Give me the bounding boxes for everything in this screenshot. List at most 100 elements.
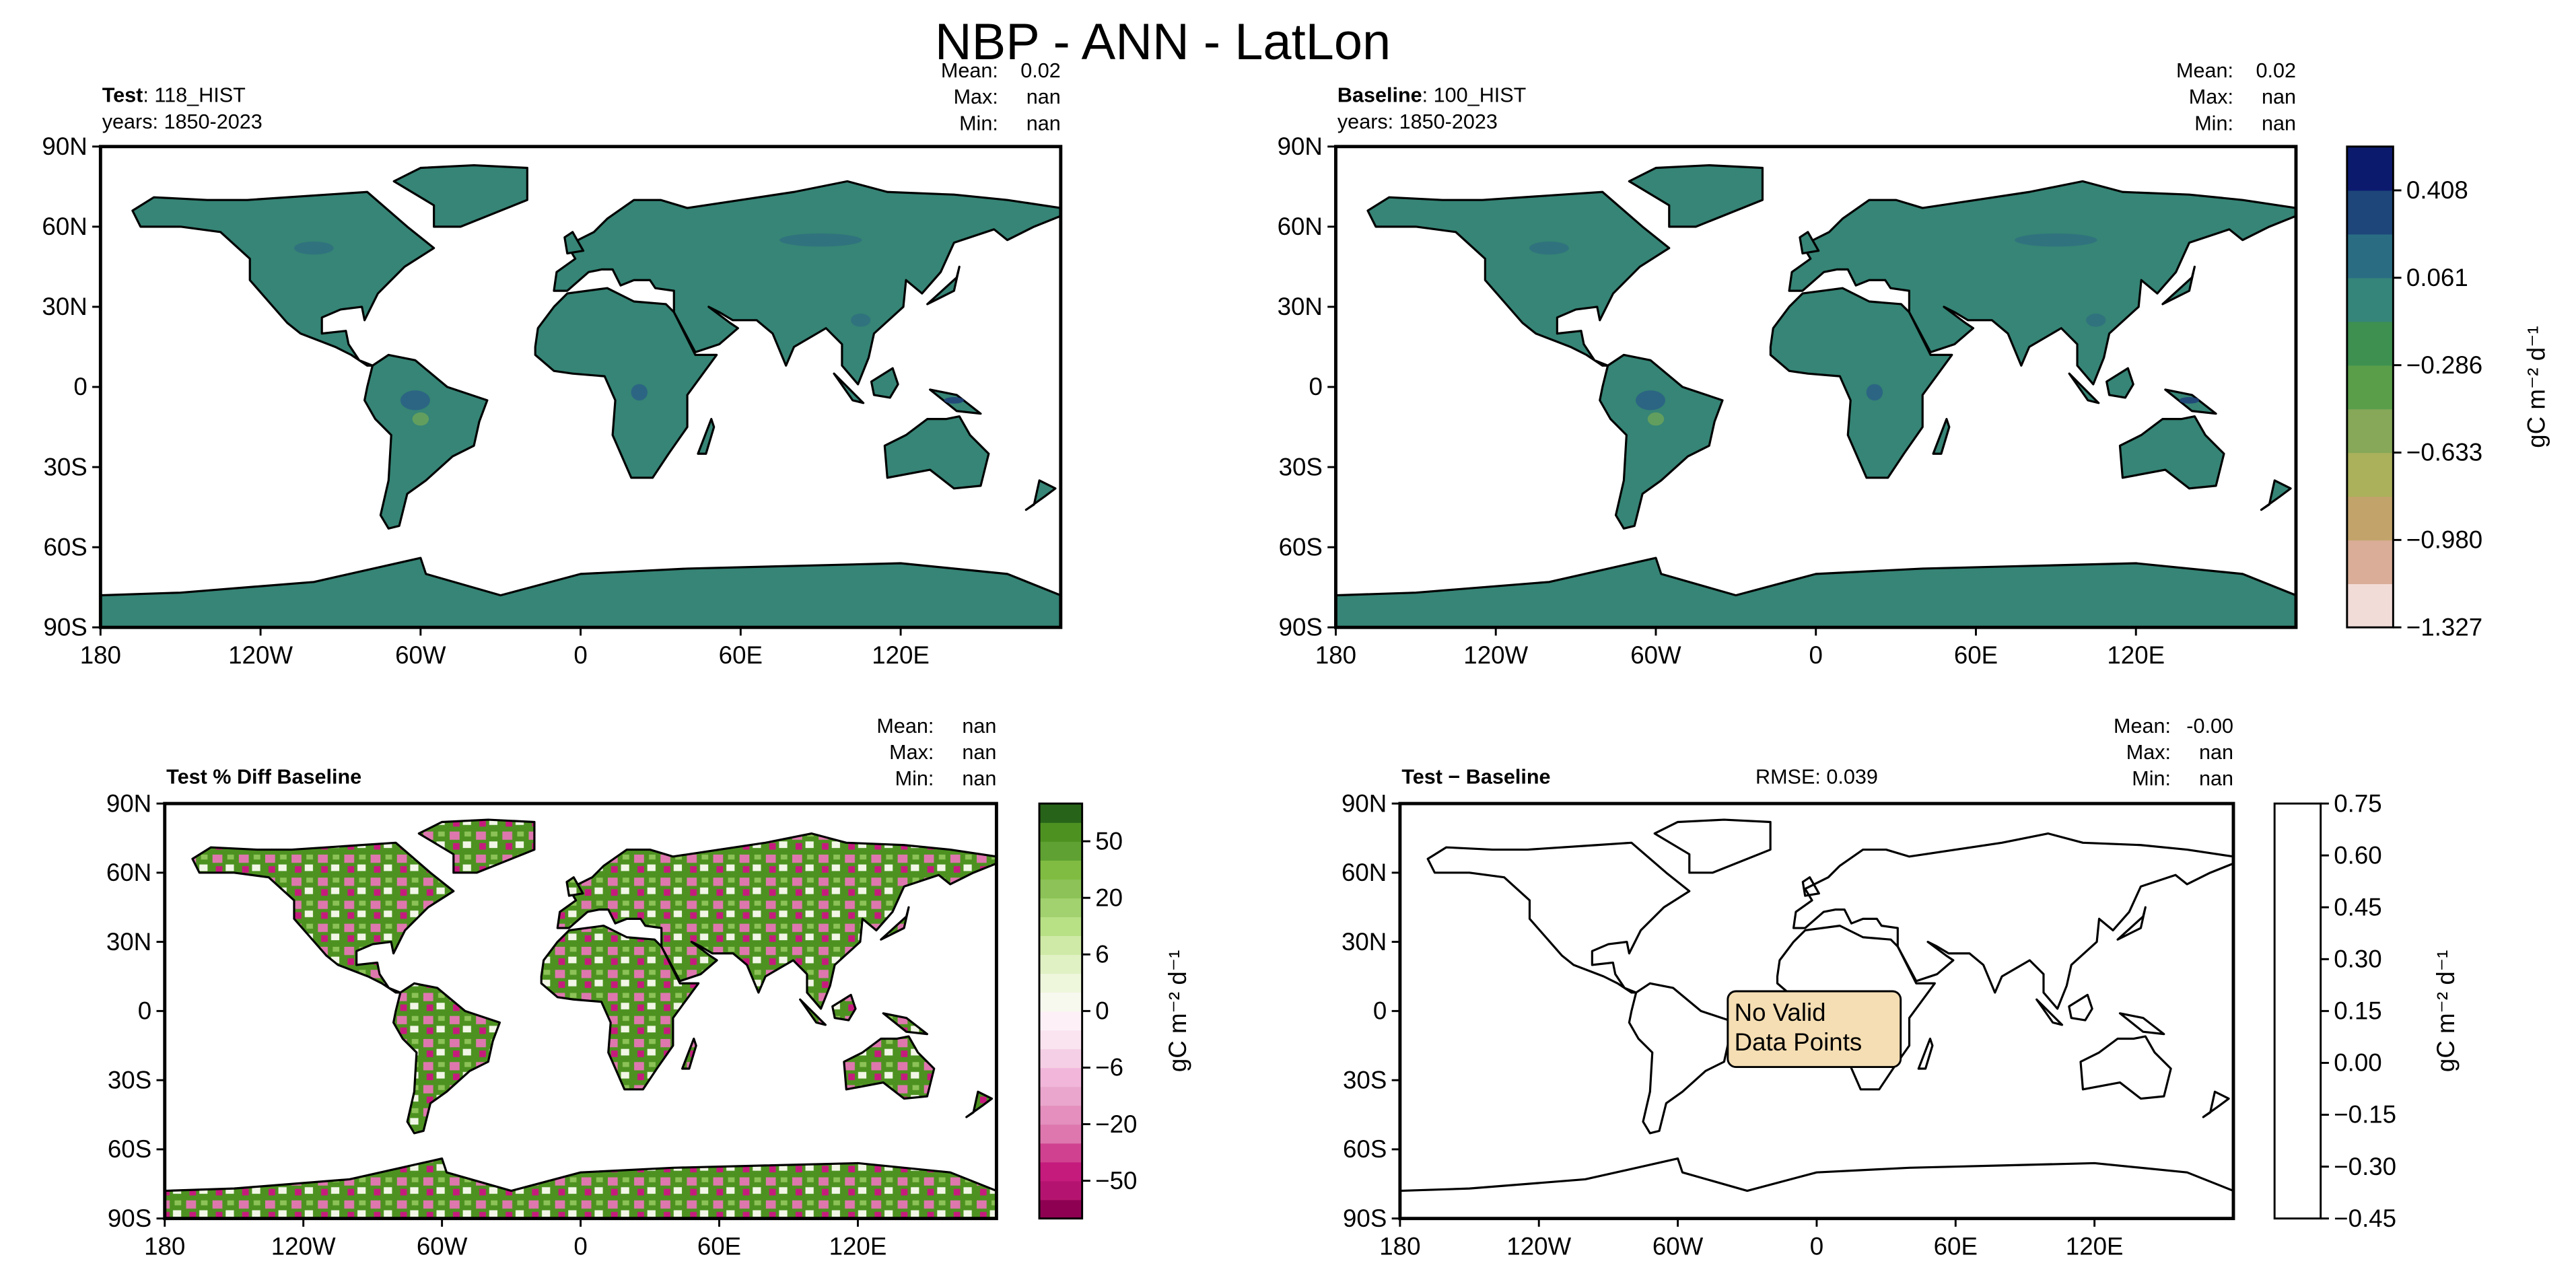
run-name: : 118_HIST xyxy=(143,84,245,107)
colorbar-band xyxy=(1039,1143,1082,1163)
x-tick-label: 120E xyxy=(2066,1233,2124,1260)
colorbar-tick-label: −0.980 xyxy=(2406,526,2482,554)
y-tick-label: 90S xyxy=(108,1205,151,1232)
x-tick-label: 0 xyxy=(1810,1233,1823,1260)
colorbar-tick-label: −20 xyxy=(1095,1110,1137,1138)
stat-label: Mean: xyxy=(2114,715,2171,738)
colorbar-frame xyxy=(2346,145,2394,629)
colorbar-tick-label: −0.30 xyxy=(2334,1153,2396,1180)
panel-name: Test xyxy=(102,84,143,107)
colorbar-band xyxy=(1039,1067,1082,1087)
panel-name: Test % Diff Baseline xyxy=(166,766,361,789)
land xyxy=(2260,479,2292,511)
land xyxy=(1426,841,1691,994)
y-tick-label: 60N xyxy=(1342,859,1387,886)
land xyxy=(2105,367,2134,399)
y-tick-label: 60S xyxy=(1343,1135,1387,1163)
x-tick-label: 180 xyxy=(80,641,121,669)
colorbar-band xyxy=(1039,1011,1082,1031)
colorbar-tick-label: 20 xyxy=(1095,884,1123,911)
colorbar-band xyxy=(1039,1105,1082,1125)
land-patch xyxy=(412,412,429,426)
y-tick-label: 30N xyxy=(1278,293,1323,320)
colorbar-label: gC m⁻² d⁻¹ xyxy=(2522,326,2550,448)
y-tick-label: 30S xyxy=(108,1066,151,1094)
map xyxy=(100,164,1061,628)
land xyxy=(681,1037,697,1070)
x-tick-label: 60E xyxy=(1934,1233,1978,1260)
colorbar-band xyxy=(1039,860,1082,880)
land xyxy=(2068,993,2093,1022)
land-patch xyxy=(2179,396,2200,404)
x-tick-label: 60W xyxy=(1652,1233,1704,1260)
stat-label: Min: xyxy=(2132,767,2171,790)
map xyxy=(1399,818,2233,1219)
stat-label: Min: xyxy=(895,767,934,790)
colorbar-label: gC m⁻² d⁻¹ xyxy=(2432,950,2460,1072)
y-tick-label: 0 xyxy=(1309,373,1322,400)
land xyxy=(799,998,827,1026)
colorbar-band xyxy=(1039,1086,1082,1106)
land xyxy=(2118,415,2225,490)
stat-value: nan xyxy=(962,741,996,764)
y-tick-label: 0 xyxy=(138,997,151,1025)
x-tick-label: 60E xyxy=(1954,641,1998,669)
colorbar-tick-label: −50 xyxy=(1095,1167,1137,1194)
colorbar-tick-label: −0.45 xyxy=(2334,1205,2396,1232)
panel-name: Baseline xyxy=(1337,84,1422,107)
x-tick-label: 0 xyxy=(573,1233,587,1260)
land xyxy=(363,353,489,530)
land xyxy=(1769,287,1953,479)
stat-value: -0.00 xyxy=(2186,715,2233,738)
land xyxy=(1024,479,1057,511)
colorbar-band xyxy=(1039,1048,1082,1069)
y-tick-label: 90N xyxy=(1342,789,1387,817)
colorbar-band xyxy=(1039,992,1082,1012)
stat-value: nan xyxy=(2199,767,2233,790)
y-tick-label: 30N xyxy=(106,928,151,956)
land xyxy=(191,841,455,994)
x-tick-label: 120E xyxy=(872,641,930,669)
land-patch xyxy=(1529,241,1569,255)
y-tick-label: 30S xyxy=(1343,1066,1387,1094)
colorbar-band xyxy=(1039,1124,1082,1144)
stat-label: Min: xyxy=(2194,112,2233,135)
panel-label: Test % Diff Baseline xyxy=(166,766,361,789)
colorbar-band xyxy=(1039,1162,1082,1182)
y-tick-label: 60N xyxy=(42,213,87,240)
x-tick-label: 0 xyxy=(1809,641,1823,669)
land xyxy=(843,1035,936,1100)
colorbar-band xyxy=(2346,321,2394,366)
x-tick-label: 60W xyxy=(1630,641,1681,669)
y-tick-label: 30S xyxy=(43,453,87,480)
land-patch xyxy=(631,384,648,401)
run-name: : 100_HIST xyxy=(1422,84,1527,107)
land xyxy=(417,818,536,874)
stat-value: 0.02 xyxy=(2256,59,2296,82)
y-tick-label: 0 xyxy=(1373,997,1387,1025)
panel-label: Baseline: 100_HIST xyxy=(1337,84,1526,107)
colorbar-band xyxy=(1039,1199,1082,1219)
land xyxy=(565,876,584,897)
x-tick-label: 60W xyxy=(417,1233,468,1260)
colorbar-band xyxy=(1039,879,1082,898)
colorbar-tick-label: −0.286 xyxy=(2406,351,2482,379)
land xyxy=(556,832,997,1010)
colorbar-tick-label: 0.60 xyxy=(2334,841,2381,869)
y-tick-label: 90N xyxy=(106,789,151,817)
colorbar-tick-label: 0.75 xyxy=(2334,789,2381,817)
land xyxy=(870,367,899,399)
land xyxy=(697,418,716,455)
colorbar-band xyxy=(1039,898,1082,917)
x-tick-label: 0 xyxy=(573,641,587,669)
x-tick-label: 120W xyxy=(228,641,293,669)
stat-value: nan xyxy=(2199,741,2233,764)
colorbar-tick-label: 0.45 xyxy=(2334,893,2381,921)
land xyxy=(100,557,1061,628)
land xyxy=(1653,818,1772,874)
land xyxy=(965,1090,994,1118)
land xyxy=(553,180,1061,386)
colorbar-tick-label: 6 xyxy=(1095,941,1109,968)
colorbar-tick-label: 0.15 xyxy=(2334,997,2381,1025)
colorbar-band xyxy=(1039,917,1082,936)
